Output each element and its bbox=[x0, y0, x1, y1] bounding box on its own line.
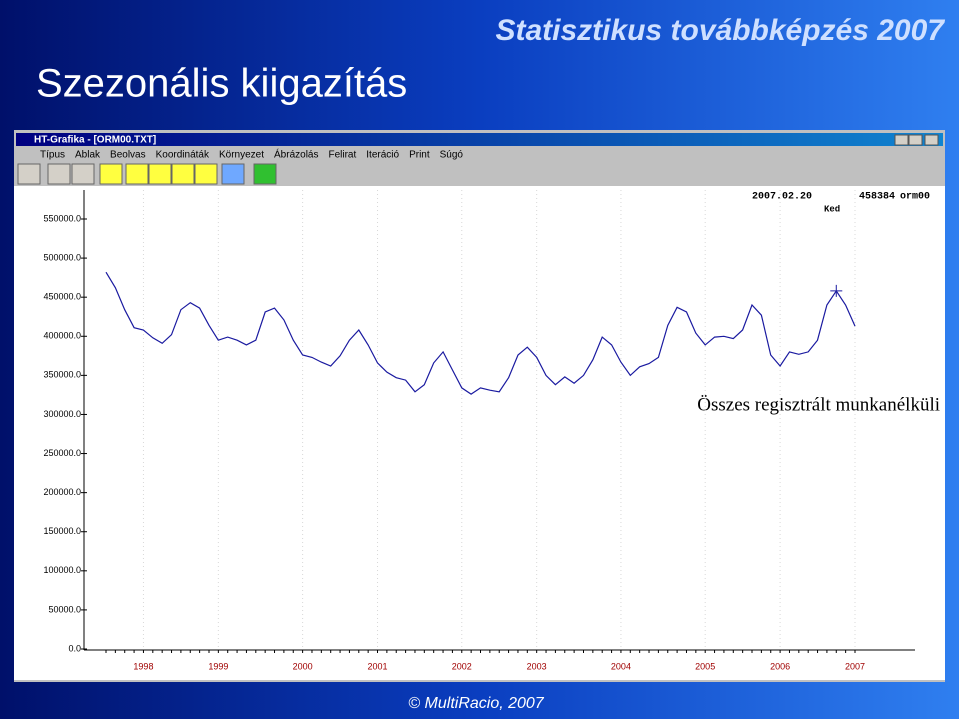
y-tick-label: 300000.0 bbox=[43, 409, 81, 419]
x-tick-label: 2004 bbox=[611, 661, 631, 671]
y-tick-label: 550000.0 bbox=[43, 213, 81, 223]
x-tick-label: 2002 bbox=[452, 661, 472, 671]
x-tick-label: 2006 bbox=[770, 661, 790, 671]
menu-bar: Típus Ablak Beolvas Koordináták Környezet Ábr… bbox=[40, 148, 463, 161]
tool-button[interactable] bbox=[171, 163, 195, 185]
y-tick-label: 350000.0 bbox=[43, 370, 81, 380]
cursor-file: orm00 bbox=[900, 192, 930, 203]
series-line bbox=[105, 271, 856, 395]
menu-item[interactable]: Súgó bbox=[440, 150, 464, 161]
slide-title: Szezonális kiigazítás bbox=[36, 62, 407, 106]
close[interactable] bbox=[924, 134, 939, 146]
y-tick-label: 200000.0 bbox=[43, 487, 81, 497]
maximize[interactable] bbox=[908, 134, 923, 146]
menu-item[interactable]: Iteráció bbox=[366, 150, 399, 161]
chart: 0.0 50000.0 100000.0 150000.0 200000.0 250000… bbox=[43, 190, 915, 671]
tool-button[interactable] bbox=[99, 163, 123, 185]
plot-area bbox=[14, 186, 945, 680]
tool-button[interactable] bbox=[253, 163, 277, 185]
tool-button[interactable] bbox=[221, 163, 245, 185]
cursor-day: Ked bbox=[824, 204, 840, 214]
x-tick-label: 2003 bbox=[527, 661, 547, 671]
toolbar bbox=[17, 163, 277, 185]
menu-item[interactable]: Felirat bbox=[328, 150, 356, 161]
window-title: HT-Grafika - [ORM00.TXT] bbox=[34, 135, 156, 146]
tool-button[interactable] bbox=[71, 163, 95, 185]
y-tick-label: 500000.0 bbox=[43, 252, 81, 262]
window-buttons bbox=[894, 134, 939, 146]
menu-item[interactable]: Környezet bbox=[219, 150, 264, 161]
y-tick-label: 100000.0 bbox=[43, 565, 81, 575]
tool-button[interactable] bbox=[47, 163, 71, 185]
y-tick-label: 150000.0 bbox=[43, 526, 81, 536]
y-tick-label: 250000.0 bbox=[43, 448, 81, 458]
menu-item[interactable]: Koordináták bbox=[156, 150, 210, 161]
footer: © MultiRacio, 2007 bbox=[408, 695, 545, 712]
x-tick-label: 2007 bbox=[845, 661, 865, 671]
cursor-marker bbox=[830, 284, 843, 297]
annotation: Összes regisztrált munkanélküli bbox=[697, 394, 940, 415]
y-tick-label: 400000.0 bbox=[43, 331, 81, 341]
menu-item[interactable]: Ablak bbox=[75, 150, 101, 161]
tool-button[interactable] bbox=[125, 163, 149, 185]
x-tick-label: 1998 bbox=[133, 661, 153, 671]
x-tick-label: 2001 bbox=[367, 661, 387, 671]
x-tick-label: 2005 bbox=[695, 661, 715, 671]
menu-item[interactable]: Print bbox=[409, 150, 430, 161]
minimize[interactable] bbox=[894, 134, 909, 146]
tool-button[interactable] bbox=[17, 163, 41, 185]
menu-item[interactable]: Beolvas bbox=[110, 150, 146, 161]
cursor-value: 458384 bbox=[859, 192, 895, 203]
y-tick-label: 0.0 bbox=[68, 643, 81, 653]
header: Statisztikus továbbképzés 2007 bbox=[495, 14, 945, 47]
tool-button[interactable] bbox=[194, 163, 218, 185]
tool-button[interactable] bbox=[148, 163, 172, 185]
x-tick-label: 2000 bbox=[293, 661, 313, 671]
y-tick-label: 450000.0 bbox=[43, 292, 81, 302]
y-tick-label: 50000.0 bbox=[48, 604, 81, 614]
cursor-date: 2007.02.20 bbox=[752, 192, 812, 203]
x-tick-label: 1999 bbox=[208, 661, 228, 671]
menu-item[interactable]: Típus bbox=[40, 150, 65, 161]
menu-item[interactable]: Ábrázolás bbox=[274, 148, 318, 161]
title-bar bbox=[16, 133, 943, 146]
